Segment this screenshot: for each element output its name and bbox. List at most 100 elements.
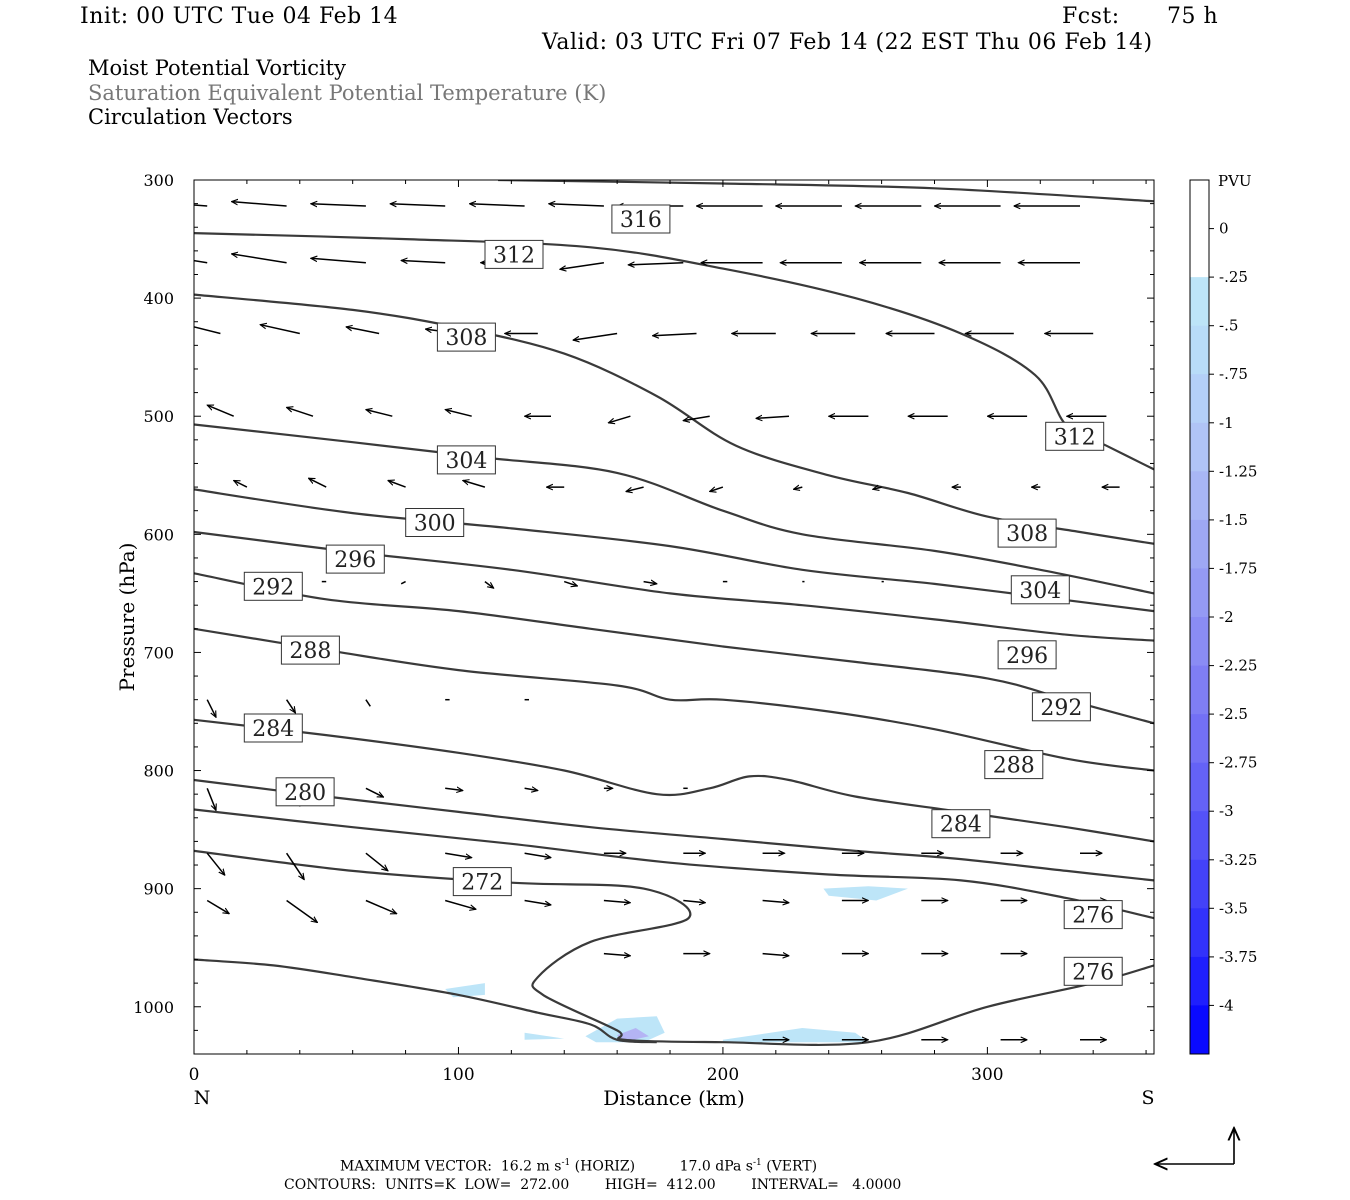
contour-label-box-18: [1063, 956, 1123, 986]
vector-1-2: [311, 258, 366, 264]
colorbar-cell-0: [1190, 180, 1209, 230]
contour-308: [194, 293, 1154, 545]
vector-6-2: [365, 699, 371, 707]
contour-label-312: 312: [493, 243, 535, 268]
vector-8-0: [206, 852, 225, 875]
vector-0-2: [311, 204, 366, 206]
vector-7-2: [365, 787, 384, 798]
colorbar-cell-9: [1190, 617, 1209, 667]
vector-5-3: [484, 580, 494, 589]
vector-3-1: [287, 407, 314, 417]
vector-9-7: [762, 901, 789, 903]
vector-2-6: [653, 334, 697, 336]
vector-4-6: [710, 486, 724, 491]
colorbar-cell-10: [1190, 665, 1209, 715]
contour-268: [194, 958, 657, 1044]
y-tick-label-700: 700: [143, 643, 174, 662]
colorbar-level-15: -3.75: [1219, 948, 1257, 966]
contour-label-276: 276: [1072, 904, 1114, 929]
colorbar-cell-1: [1190, 228, 1209, 278]
x-end-label-north: N: [194, 1087, 211, 1109]
y-tick-label-300: 300: [143, 171, 174, 190]
vector-1-3: [401, 261, 446, 263]
vector-5-4: [563, 580, 577, 586]
x-tick-label-100: 100: [442, 1065, 474, 1085]
vector-6-0: [206, 699, 217, 718]
axes: 300 400 500 600 700 800 900 1000 0 100 200 300 N S Dis…: [115, 171, 1155, 1110]
reference-vector-icon: [1155, 1128, 1234, 1164]
colorbar-level-9: -2.25: [1219, 657, 1257, 675]
y-tick-label-900: 900: [143, 880, 174, 899]
contour-label-box-1: [484, 239, 544, 269]
x-end-label-south: S: [1141, 1087, 1154, 1109]
vector-9-5: [603, 901, 630, 903]
vector-3-7: [756, 416, 790, 418]
colorbar-cell-7: [1190, 519, 1209, 569]
x-tick-label-200: 200: [707, 1065, 739, 1085]
vector-0-3: [390, 204, 446, 206]
contour-label-box-15: [931, 809, 991, 839]
colorbar-level-3: -.75: [1219, 365, 1248, 383]
vector-8-3: [445, 852, 471, 857]
contour-label-308: 308: [1006, 522, 1048, 547]
colorbar-cell-14: [1190, 859, 1209, 909]
vector-7-4: [524, 788, 538, 790]
vector-2-1: [260, 325, 300, 335]
colorbar-level-13: -3.25: [1219, 851, 1257, 869]
y-tick-label-800: 800: [143, 762, 174, 781]
contour-label-300: 300: [414, 512, 456, 537]
contour-label-box-3: [436, 322, 496, 352]
vector-0-0: [194, 204, 208, 207]
vector-9-0: [206, 899, 229, 914]
vector-8-1: [285, 852, 305, 879]
colorbar-units: PVU: [1218, 172, 1252, 190]
contour-label-292: 292: [1040, 696, 1082, 721]
vector-4-5: [626, 486, 644, 491]
contour-label-box-19: [452, 867, 512, 897]
vector-1-5: [560, 261, 605, 270]
colorbar-level-0: 0: [1219, 220, 1229, 238]
vector-10-2: [762, 954, 789, 956]
contour-312: [194, 232, 1154, 471]
mpv-region-3: [617, 1028, 649, 1043]
vector-8-4: [524, 852, 551, 857]
mpv-shading: [445, 886, 908, 1043]
contour-label-312: 312: [1054, 425, 1096, 450]
colorbar-cell-16: [1190, 956, 1209, 1006]
contour-label-316: 316: [620, 208, 662, 233]
contour-labels: 316 312 312 308 308 304 304 300 296 296 292 292 288 2…: [243, 204, 1123, 986]
contour-label-box-5: [436, 445, 496, 475]
vector-0-5: [549, 204, 604, 206]
vector-9-4: [524, 899, 551, 905]
contour-label-308: 308: [445, 326, 487, 351]
y-axis-label: Pressure (hPa): [115, 543, 139, 692]
init-time: Init: 00 UTC Tue 04 Feb 14: [80, 4, 399, 29]
contour-280: [194, 778, 1154, 882]
contour-272: [194, 849, 1154, 1046]
colorbar-level-14: -3.5: [1219, 899, 1248, 917]
footer-contours: CONTOURS: UNITS=K LOW= 272.00 HIGH= 412.…: [284, 1177, 902, 1193]
contour-276: [194, 808, 1154, 920]
colorbar: PVU 0 -.25 -.5 -.75 -1 -1.25 -1.5 -1.75 -2 -2.25 -2…: [1189, 172, 1257, 1055]
vector-1-6: [628, 263, 684, 265]
vector-1-1: [232, 254, 287, 264]
colorbar-cell-15: [1190, 908, 1209, 958]
contour-304: [194, 423, 1154, 595]
contour-label-box-0: [611, 204, 671, 234]
circulation-vectors: [194, 202, 1120, 1040]
vector-7-0: [206, 788, 216, 810]
contour-label-box-11: [1031, 692, 1091, 722]
colorbar-cell-13: [1190, 811, 1209, 861]
vector-5-5: [643, 582, 657, 584]
vector-5-2: [400, 580, 406, 585]
colorbar-cell-5: [1190, 422, 1209, 472]
contour-label-box-13: [984, 750, 1044, 780]
vector-10-0: [603, 954, 630, 956]
contour-label-box-6: [1010, 575, 1070, 605]
vector-4-0: [234, 479, 248, 488]
contour-label-292: 292: [252, 575, 294, 600]
vector-0-4: [470, 204, 525, 206]
contour-label-296: 296: [1006, 644, 1048, 669]
theta-contours: [194, 180, 1154, 1046]
